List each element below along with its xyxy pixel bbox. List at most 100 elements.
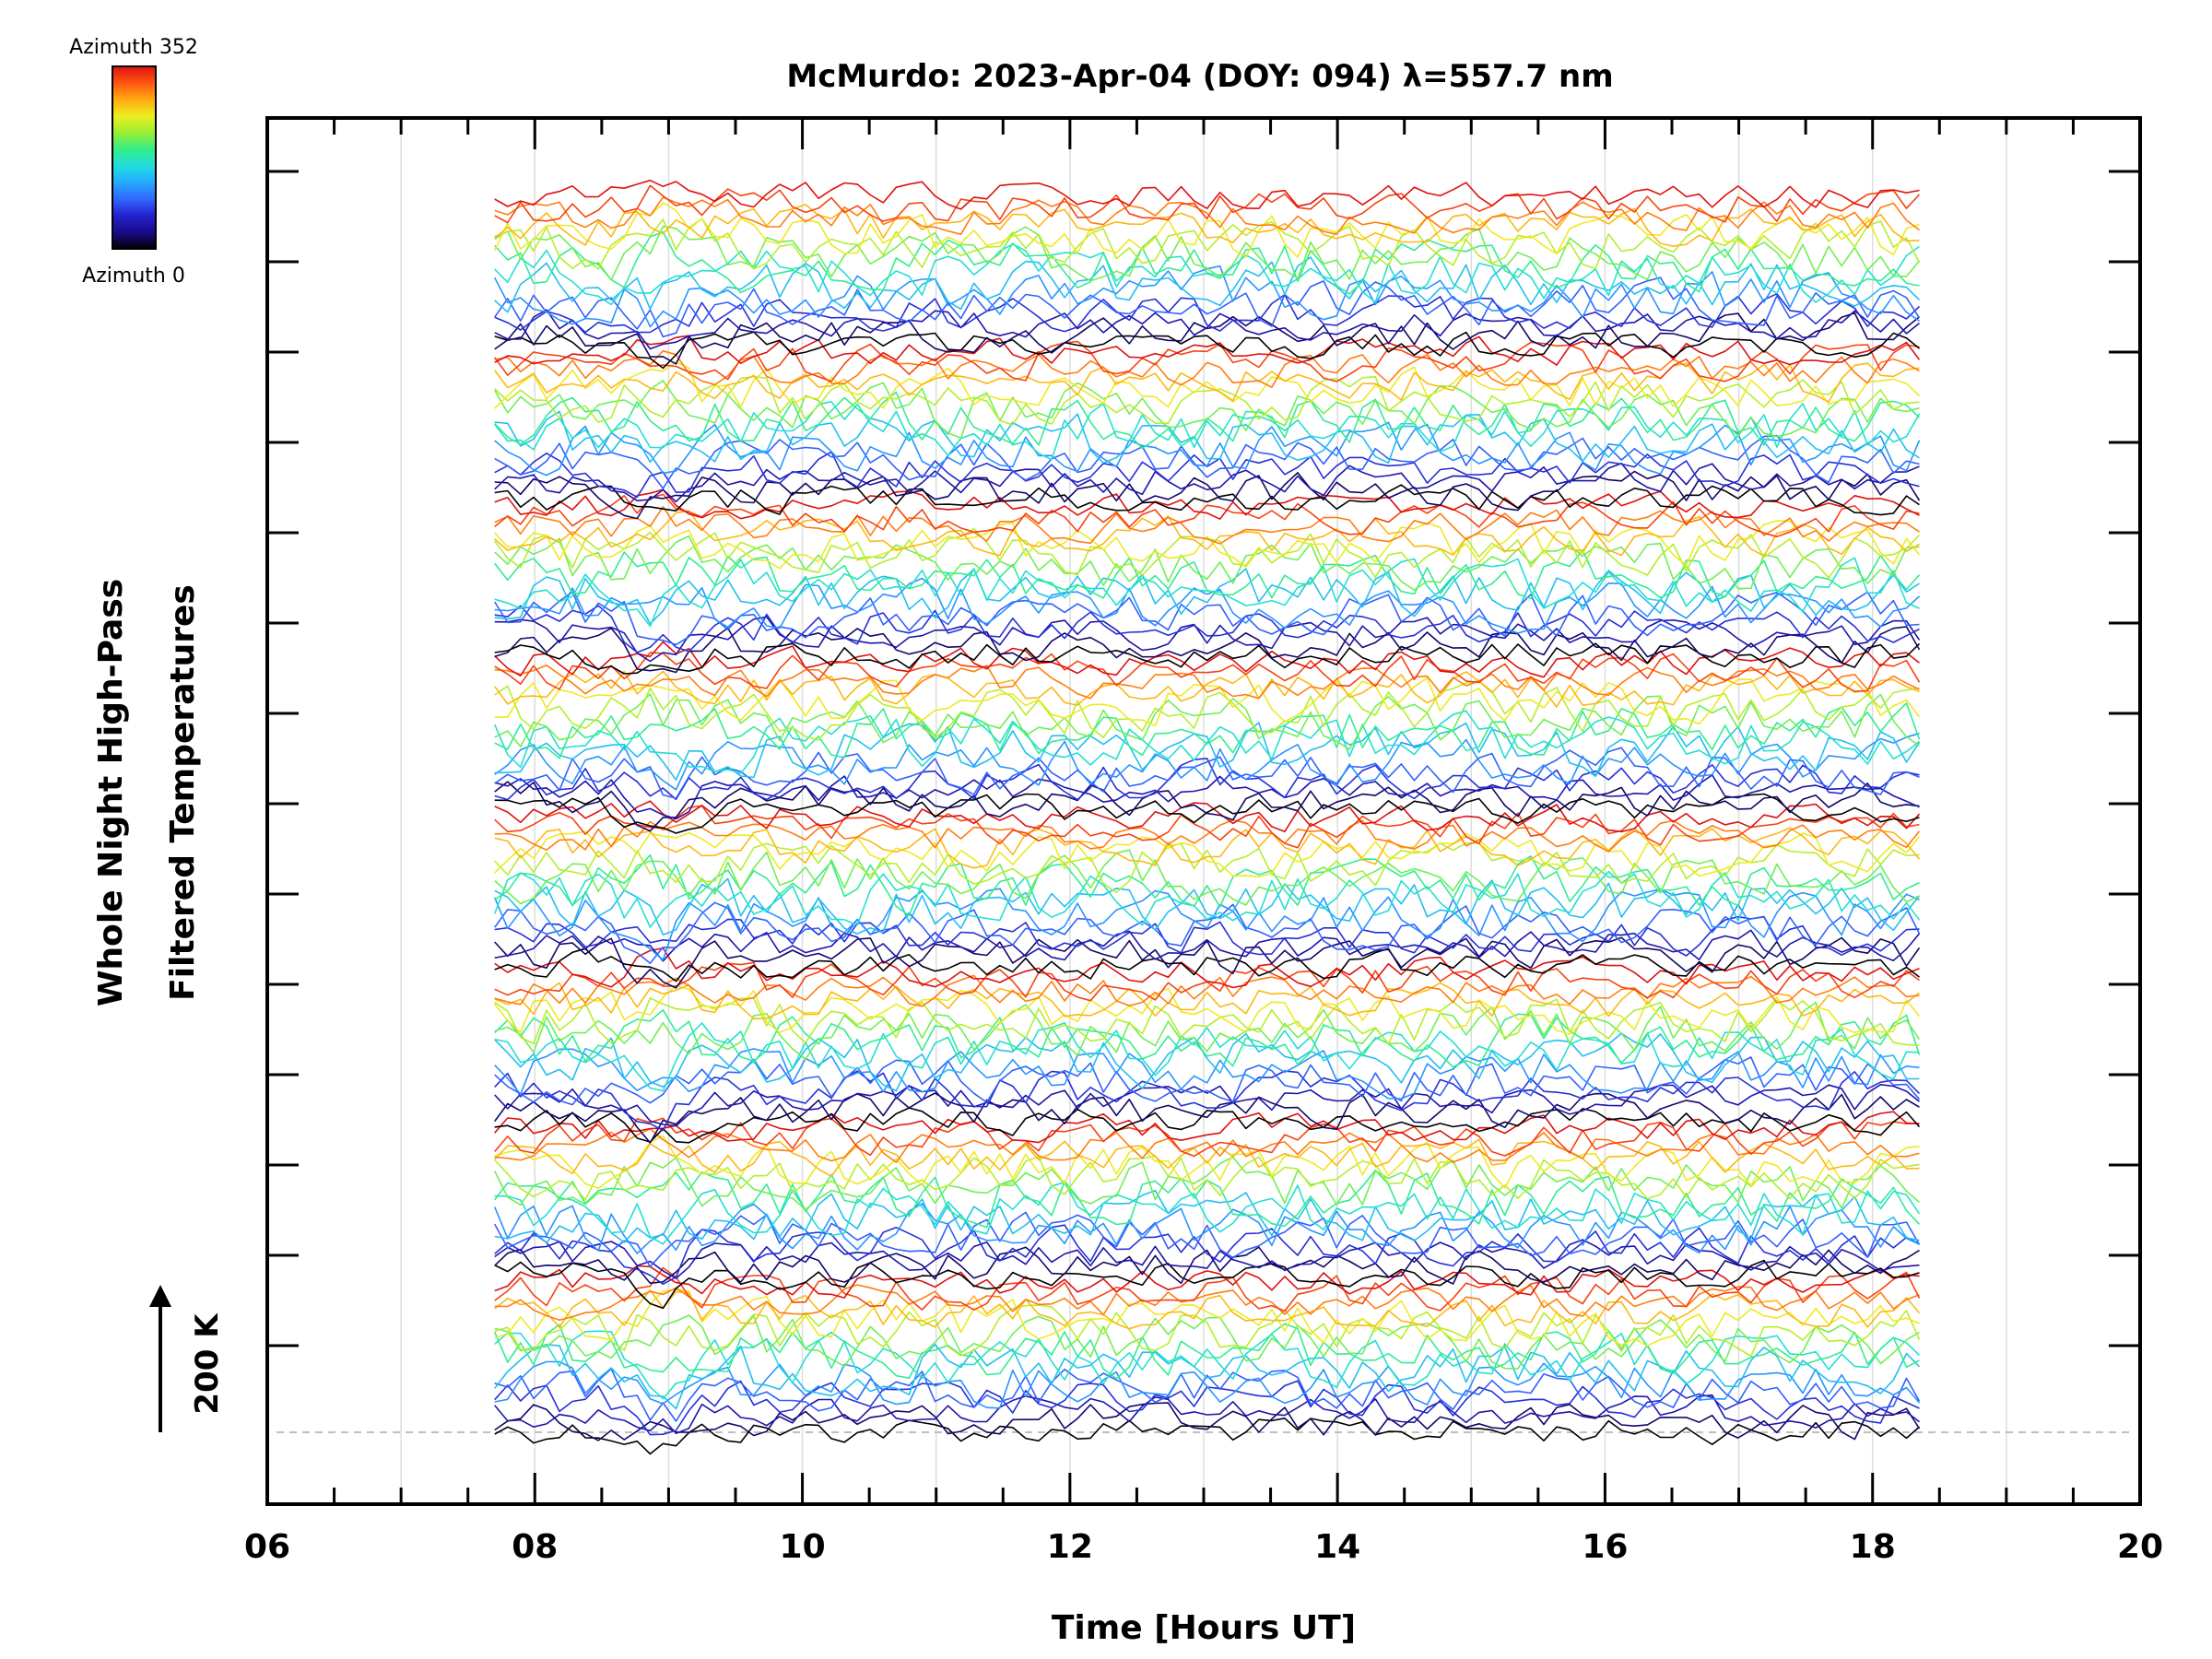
- temperature-trace: [494, 849, 1920, 906]
- temperature-trace: [494, 493, 1920, 538]
- x-tick-label: 16: [1582, 1528, 1628, 1566]
- axis-ticks: [265, 118, 2142, 1504]
- temperature-trace: [494, 312, 1921, 365]
- temperature-trace: [494, 929, 1921, 962]
- temperature-trace: [494, 1239, 1920, 1279]
- temperature-trace: [494, 1189, 1920, 1244]
- temperature-trace: [494, 830, 1921, 877]
- x-tick-label: 18: [1850, 1528, 1896, 1566]
- temperature-trace: [494, 1284, 1920, 1322]
- temperature-trace: [494, 591, 1920, 646]
- temperature-trace: [494, 1056, 1921, 1106]
- temperature-trace: [494, 641, 1920, 678]
- x-tick-label: 10: [780, 1528, 826, 1566]
- temperature-trace: [494, 1304, 1921, 1358]
- temperature-trace: [494, 557, 1920, 628]
- temperature-trace: [494, 1288, 1920, 1347]
- temperature-trace: [494, 434, 1920, 489]
- temperature-trace: [494, 758, 1920, 801]
- temperature-trace: [494, 819, 1921, 853]
- azimuth-colorbar: Azimuth 352 Azimuth 0: [69, 36, 198, 288]
- temperature-trace: [494, 335, 1921, 366]
- temperature-trace: [494, 309, 1921, 350]
- temperature-trace: [493, 1323, 1920, 1380]
- temperature-trace: [494, 722, 1921, 781]
- temperature-trace: [494, 349, 1920, 388]
- temperature-trace: [494, 520, 1921, 570]
- temperature-trace: [494, 256, 1921, 313]
- temperature-trace: [494, 1289, 1921, 1330]
- temperature-trace: [494, 510, 1920, 557]
- temperature-trace: [494, 665, 1920, 700]
- temperature-trace: [494, 947, 1920, 982]
- temperature-trace: [494, 1070, 1921, 1132]
- scale-bar: 200 K: [149, 1285, 226, 1432]
- temperature-trace: [494, 331, 1921, 370]
- temperature-trace: [494, 1022, 1920, 1092]
- temperature-trace: [494, 1001, 1921, 1061]
- x-tick-label: 14: [1314, 1528, 1360, 1566]
- temperature-trace: [494, 652, 1921, 692]
- temperature-trace: [494, 535, 1920, 591]
- temperature-series: [493, 179, 1921, 1455]
- temperature-trace: [494, 462, 1920, 503]
- temperature-trace: [494, 747, 1920, 799]
- temperature-trace: [494, 375, 1920, 426]
- temperature-trace: [494, 702, 1921, 759]
- temperature-trace: [494, 1343, 1921, 1410]
- colorbar-label-bottom: Azimuth 0: [82, 265, 185, 288]
- temperature-trace: [494, 626, 1921, 674]
- temperature-trace: [494, 605, 1920, 653]
- temperature-trace: [493, 888, 1920, 961]
- temperature-trace: [494, 1128, 1920, 1163]
- temperature-trace: [494, 841, 1920, 894]
- temperature-trace: [494, 1107, 1921, 1144]
- temperature-trace: [494, 800, 1921, 833]
- temperature-trace: [494, 1224, 1920, 1285]
- x-tick-label: 06: [244, 1528, 290, 1566]
- temperature-trace: [494, 1181, 1921, 1245]
- temperature-trace: [494, 915, 1920, 957]
- temperature-trace: [494, 1266, 1921, 1312]
- temperature-trace: [494, 568, 1920, 625]
- temperature-trace: [494, 853, 1920, 917]
- temperature-trace: [494, 1402, 1921, 1441]
- temperature-trace: [494, 1155, 1920, 1201]
- colorbar-gradient: [112, 65, 157, 250]
- temperature-trace: [494, 231, 1920, 295]
- temperature-trace: [494, 670, 1920, 708]
- chart-title: McMurdo: 2023-Apr-04 (DOY: 094) λ=557.7 …: [786, 58, 1613, 95]
- temperature-trace: [494, 225, 1921, 282]
- temperature-trace: [494, 1048, 1920, 1100]
- x-tick-labels: 06 08 10 12 14 16 18 20: [244, 1528, 2163, 1566]
- temperature-trace: [494, 947, 1920, 989]
- temperature-trace: [494, 179, 1920, 210]
- scale-bar-label: 200 K: [189, 1312, 226, 1415]
- temperature-trace: [494, 380, 1920, 440]
- y-axis-label-line1: Whole Night High-Pass: [92, 579, 130, 1006]
- x-tick-label: 08: [512, 1528, 558, 1566]
- temperature-trace: [494, 827, 1921, 869]
- temperature-trace: [493, 710, 1920, 775]
- temperature-trace: [494, 793, 1920, 834]
- plot-frame: [265, 116, 2142, 1506]
- temperature-trace: [494, 292, 1921, 334]
- temperature-trace: [494, 204, 1920, 247]
- scale-bar-arrowhead: [149, 1285, 171, 1307]
- temperature-trace: [494, 936, 1921, 989]
- temperature-trace: [494, 488, 1920, 520]
- temperature-trace: [494, 974, 1920, 1007]
- temperature-trace: [494, 1368, 1921, 1422]
- temperature-trace: [494, 997, 1920, 1046]
- temperature-trace: [494, 484, 1920, 516]
- temperature-trace: [494, 1418, 1921, 1455]
- temperature-trace: [493, 202, 1920, 258]
- temperature-trace: [494, 1138, 1920, 1178]
- temperature-trace: [494, 984, 1921, 1035]
- temperature-trace: [493, 870, 1921, 928]
- temperature-trace: [493, 1203, 1920, 1254]
- temperature-trace: [494, 218, 1921, 270]
- temperature-trace: [494, 1111, 1920, 1144]
- temperature-trace: [494, 1135, 1920, 1189]
